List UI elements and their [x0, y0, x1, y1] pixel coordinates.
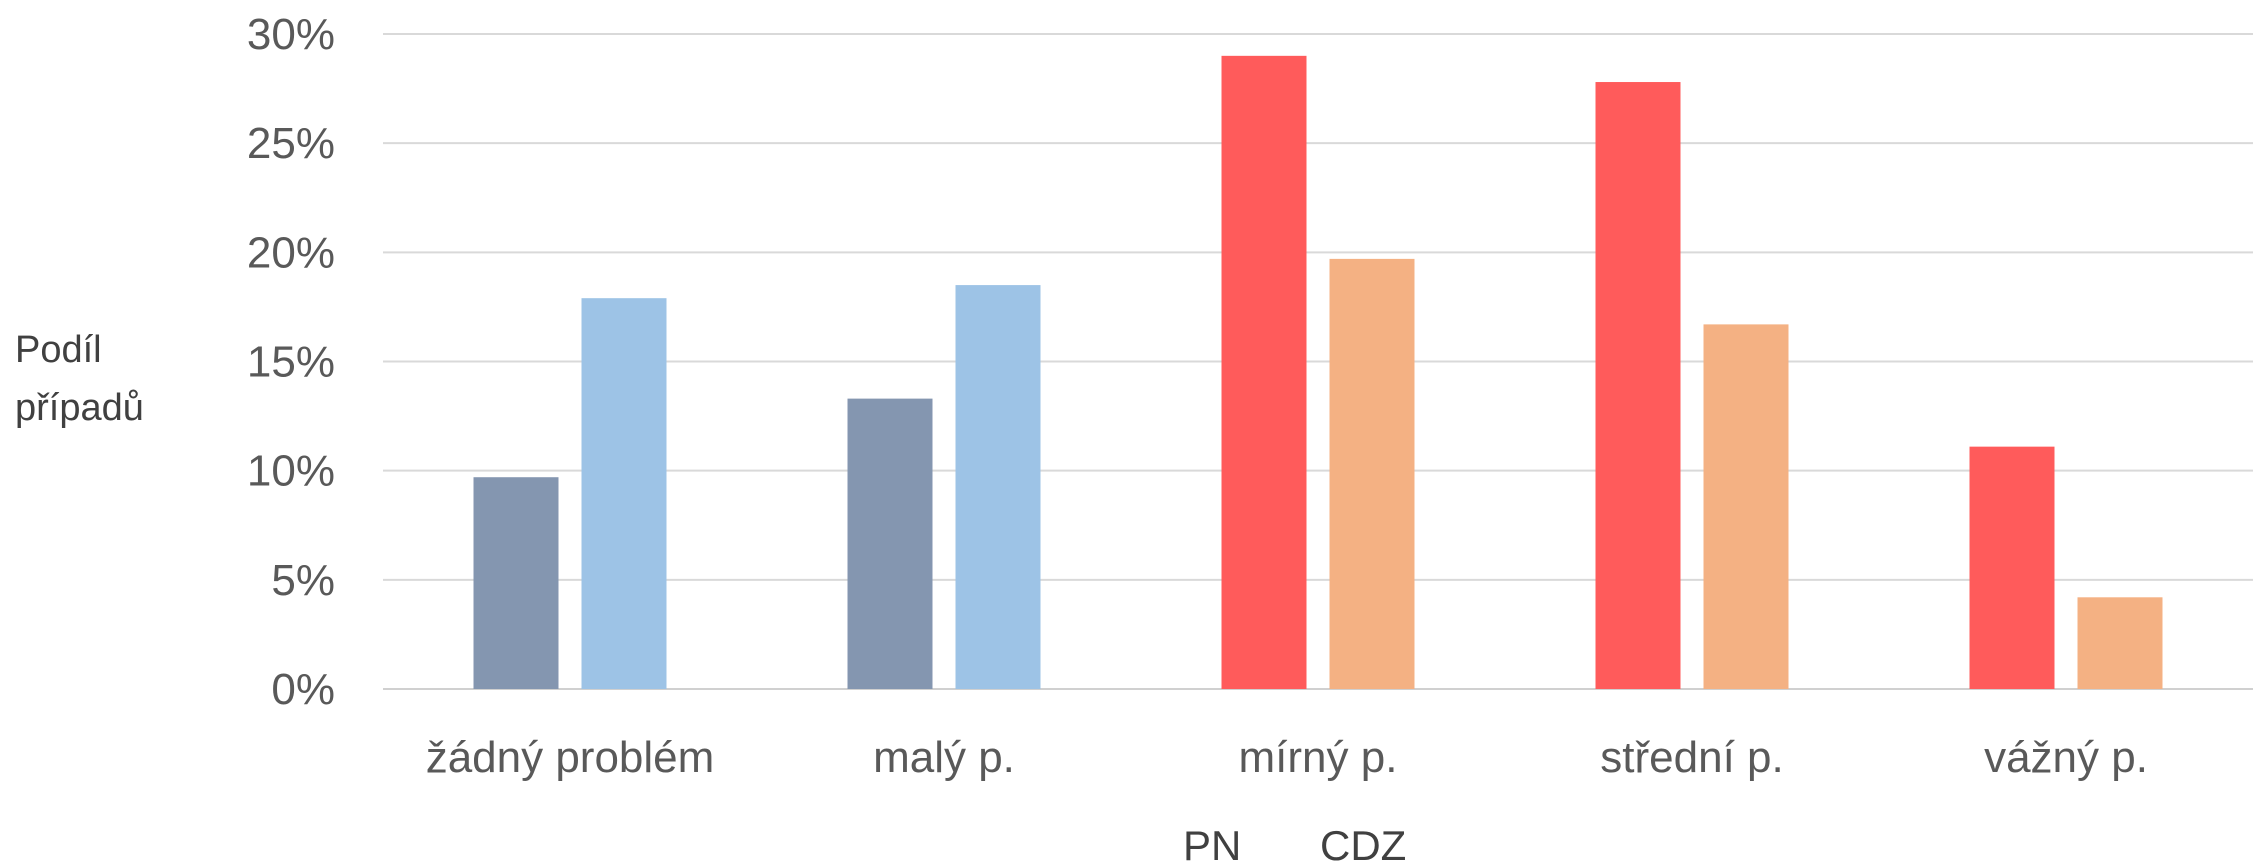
x-category-label: mírný p.	[1239, 733, 1398, 782]
bar-cdz-5	[2078, 597, 2163, 689]
y-tick-label: 20%	[247, 228, 335, 277]
x-category-label: vážný p.	[1984, 733, 2148, 782]
bar-cdz-4	[1704, 324, 1789, 689]
x-category-label: střední p.	[1600, 733, 1783, 782]
bar-pn-5	[1970, 447, 2055, 689]
y-axis-label-line-1: Podíl	[15, 329, 102, 371]
y-tick-label: 25%	[247, 119, 335, 168]
y-tick-label: 30%	[247, 10, 335, 59]
x-axis-categories: žádný problém malý p. mírný p. střední p. vá…	[426, 733, 2148, 782]
x-category-label: malý p.	[873, 733, 1015, 782]
legend-item-pn: PN	[1183, 822, 1241, 865]
y-axis-ticks: 0% 5% 10% 15% 20% 25% 30%	[247, 10, 335, 714]
bar-pn-3	[1222, 56, 1307, 689]
x-category-label: žádný problém	[426, 733, 715, 782]
bar-cdz-1	[582, 298, 667, 689]
bar-pn-2	[848, 399, 933, 689]
y-tick-label: 15%	[247, 338, 335, 387]
y-tick-label: 0%	[271, 665, 335, 714]
y-axis-label-line-2: případů	[15, 387, 144, 429]
bar-pn-1	[474, 477, 559, 689]
bar-cdz-3	[1330, 259, 1415, 689]
bar-pn-4	[1596, 82, 1681, 689]
legend-item-cdz: CDZ	[1320, 822, 1406, 865]
y-tick-label: 5%	[271, 556, 335, 605]
bars	[474, 56, 2163, 689]
bar-cdz-2	[956, 285, 1041, 689]
y-tick-label: 10%	[247, 447, 335, 496]
